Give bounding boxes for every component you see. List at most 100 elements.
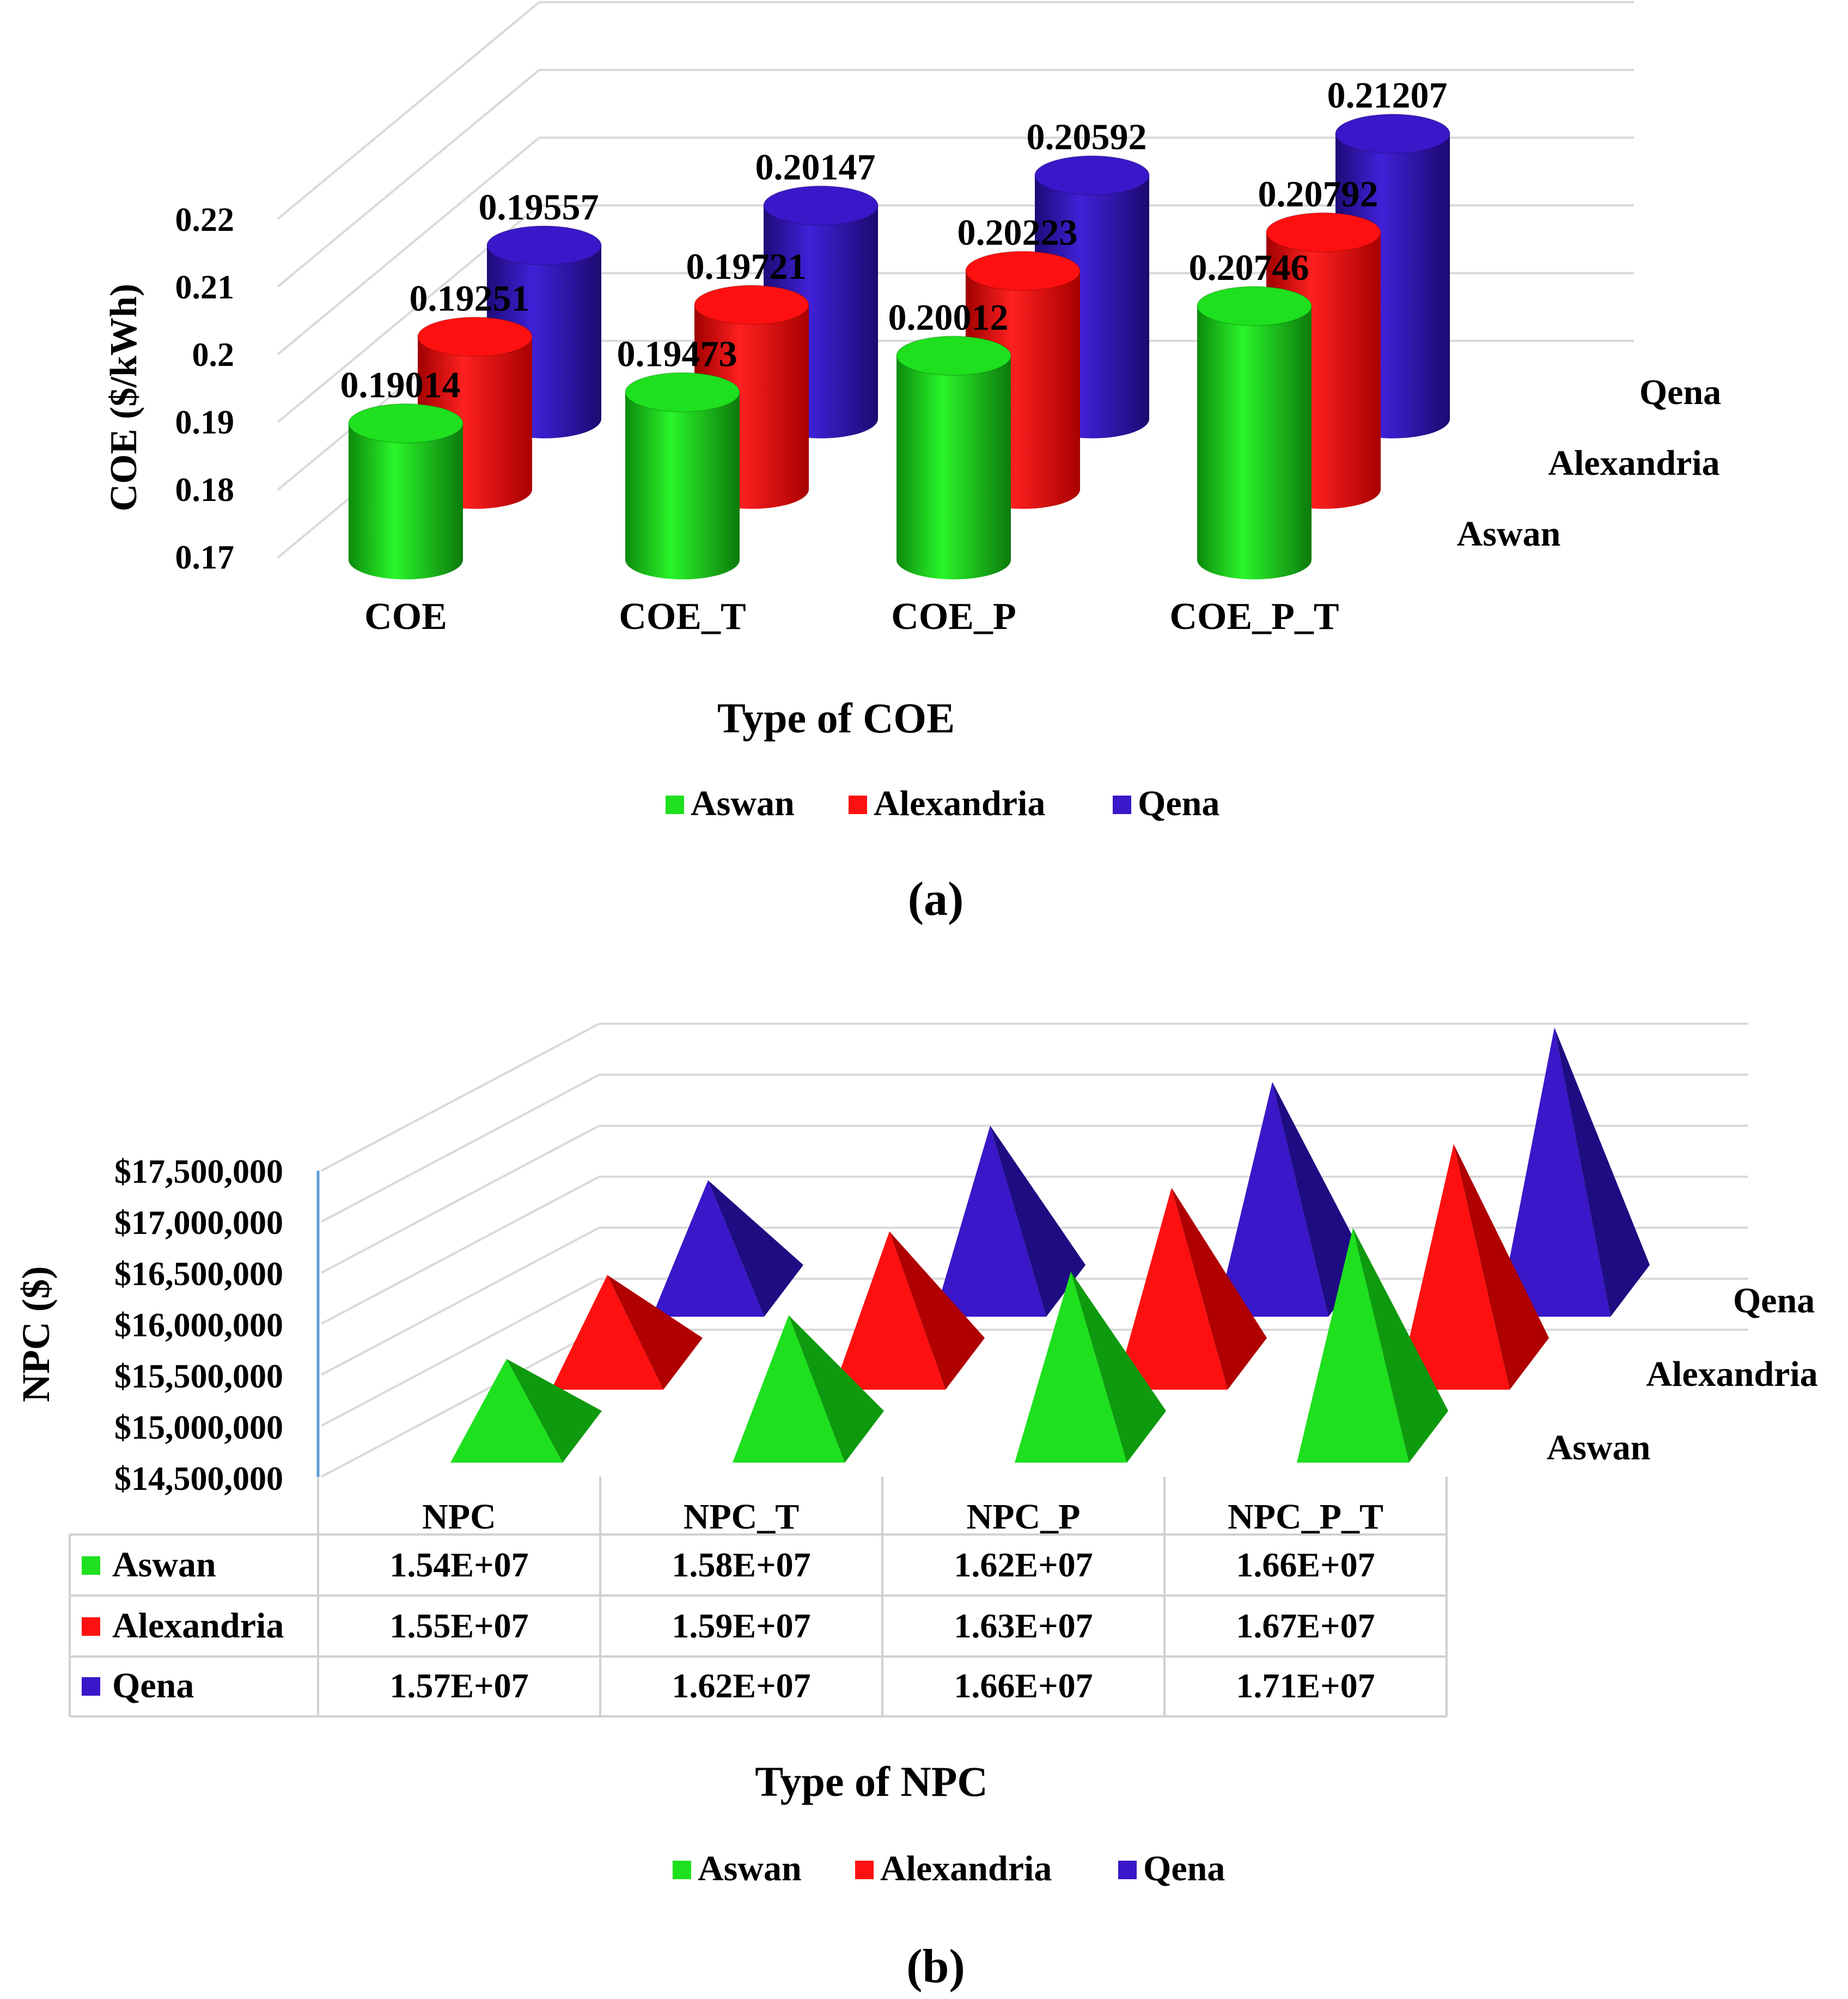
pyramid-front-face bbox=[833, 1231, 946, 1390]
cylinder-top bbox=[694, 285, 809, 326]
table-cell: 1.57E+07 bbox=[389, 1666, 528, 1705]
cylinder-top bbox=[486, 225, 602, 266]
chart-a-y-tick: 0.18 bbox=[175, 472, 235, 509]
legend-a-label-qena: Qena bbox=[1138, 784, 1219, 823]
pyramid-front-face bbox=[1398, 1144, 1510, 1390]
pyramid-front-face bbox=[652, 1180, 764, 1317]
pyramid-side-face bbox=[1172, 1188, 1267, 1390]
chart-a-y-axis-title: COE ($/kWh) bbox=[103, 284, 145, 511]
table-header: NPC_T bbox=[684, 1497, 800, 1537]
chart-a-x-ticks: COE COE_T COE_P COE_P_T bbox=[364, 596, 1339, 638]
table-cell: 1.58E+07 bbox=[672, 1545, 810, 1584]
data-label-aswan: 0.19473 bbox=[617, 333, 737, 374]
chart-a-y-tick: 0.17 bbox=[175, 539, 235, 576]
cylinder-body bbox=[1197, 305, 1312, 579]
chart-a-x-tick: COE_T bbox=[619, 596, 746, 638]
pyramid-qena bbox=[652, 1180, 803, 1317]
chart-a-y-tick: 0.22 bbox=[175, 201, 235, 239]
cylinder-aswan bbox=[348, 403, 463, 579]
data-label-qena: 0.20592 bbox=[1027, 116, 1147, 157]
table-row-label: Alexandria bbox=[112, 1606, 284, 1646]
table-cell: 1.62E+07 bbox=[954, 1545, 1093, 1584]
data-label-alexandria: 0.20223 bbox=[957, 212, 1078, 253]
chart-b-y-tick: $17,000,000 bbox=[114, 1205, 283, 1242]
chart-a-depth-labels: Qena Alexandria Aswan bbox=[1457, 372, 1722, 554]
pyramid-alexandria bbox=[1398, 1144, 1549, 1390]
table-header: NPC bbox=[422, 1497, 496, 1537]
pyramid-front-face bbox=[934, 1126, 1046, 1317]
data-label-qena: 0.19557 bbox=[479, 186, 599, 228]
pyramid-side-face bbox=[607, 1275, 703, 1390]
table-row-key-aswan bbox=[82, 1556, 100, 1575]
data-label-alexandria: 0.20792 bbox=[1258, 173, 1379, 215]
pyramid-qena bbox=[1498, 1027, 1650, 1317]
legend-b-label-qena: Qena bbox=[1143, 1849, 1225, 1888]
cylinder-body bbox=[625, 392, 740, 579]
chart-b-depth-label: Qena bbox=[1733, 1281, 1815, 1321]
cylinder-top bbox=[1034, 155, 1150, 196]
chart-b-depth-label: Alexandria bbox=[1646, 1354, 1817, 1394]
table-row-key-alexandria bbox=[82, 1617, 100, 1636]
pyramid-side-face bbox=[789, 1315, 884, 1463]
pyramid-side-face bbox=[1554, 1027, 1650, 1317]
cylinder-top bbox=[625, 372, 740, 413]
cylinder-top bbox=[965, 250, 1081, 291]
pyramid-aswan bbox=[733, 1315, 884, 1463]
chart-b-y-tick: $16,500,000 bbox=[114, 1256, 283, 1293]
chart-a-x-tick: COE_P bbox=[891, 596, 1016, 638]
cylinder-body bbox=[349, 423, 463, 579]
chart-a-x-tick: COE_P_T bbox=[1169, 596, 1339, 638]
data-label-qena: 0.20147 bbox=[755, 146, 876, 188]
cylinder-top bbox=[896, 335, 1011, 376]
chart-a-depth-label: Aswan bbox=[1457, 514, 1561, 554]
panel-a: 0.17 0.18 0.19 0.2 0.21 0.22 COE ($/kWh)… bbox=[103, 1, 1722, 926]
cylinder-aswan bbox=[1197, 285, 1312, 579]
gridline-depth bbox=[321, 1277, 600, 1427]
pyramid-side-face bbox=[990, 1126, 1085, 1317]
chart-b-x-axis-title: Type of NPC bbox=[755, 1758, 988, 1805]
chart-b-y-ticks: $14,500,000 $15,000,000 $15,500,000 $16,… bbox=[114, 1153, 283, 1497]
gridline-depth bbox=[321, 1124, 600, 1274]
data-label-aswan: 0.19014 bbox=[340, 364, 461, 405]
gridline-depth bbox=[321, 1176, 600, 1325]
pyramid-side-face bbox=[1071, 1271, 1166, 1463]
pyramid-alexandria bbox=[551, 1275, 703, 1390]
cylinder-aswan bbox=[625, 372, 740, 579]
data-label-alexandria: 0.19721 bbox=[686, 246, 807, 287]
gridline-depth bbox=[277, 1, 540, 220]
gridline-depth bbox=[277, 69, 540, 288]
table-cell: 1.59E+07 bbox=[672, 1606, 810, 1645]
cylinder-top bbox=[1197, 285, 1312, 326]
cylinder-top bbox=[763, 185, 879, 226]
gridline-depth bbox=[277, 137, 540, 356]
gridline-depth bbox=[321, 1073, 600, 1223]
pyramid-aswan bbox=[450, 1359, 602, 1463]
cylinder-top bbox=[348, 403, 463, 444]
table-cell: 1.66E+07 bbox=[1236, 1545, 1375, 1584]
gridline-depth bbox=[321, 1329, 600, 1478]
pyramid-side-face bbox=[1272, 1082, 1368, 1317]
chart-b-y-tick: $17,500,000 bbox=[114, 1153, 283, 1190]
pyramid-side-face bbox=[708, 1180, 803, 1317]
pyramid-alexandria bbox=[1115, 1188, 1267, 1390]
chart-a-y-ticks: 0.17 0.18 0.19 0.2 0.21 0.22 bbox=[175, 201, 235, 576]
legend-a-swatch-qena bbox=[1113, 796, 1131, 814]
legend-b-swatch-qena bbox=[1118, 1861, 1137, 1879]
table-cell: 1.71E+07 bbox=[1236, 1666, 1375, 1705]
pyramid-qena bbox=[934, 1126, 1085, 1317]
chart-b-depth-labels: Qena Alexandria Aswan bbox=[1547, 1281, 1818, 1468]
legend-b-label-aswan: Aswan bbox=[698, 1849, 802, 1888]
table-row-label: Aswan bbox=[112, 1545, 216, 1585]
chart-b-y-tick: $16,000,000 bbox=[114, 1307, 283, 1344]
cylinder-top bbox=[1335, 113, 1450, 154]
chart-b-data-table: NPC NPC_T NPC_P NPC_P_T Aswan Alexandria… bbox=[69, 1477, 1448, 1717]
chart-a-legend: Aswan Alexandria Qena bbox=[666, 784, 1219, 823]
chart-b-y-tick: $15,500,000 bbox=[114, 1358, 283, 1395]
legend-a-swatch-aswan bbox=[666, 796, 684, 814]
cylinder-body bbox=[896, 356, 1011, 579]
legend-b-swatch-aswan bbox=[673, 1861, 691, 1879]
data-label-aswan: 0.20012 bbox=[888, 296, 1009, 338]
pyramid-front-face bbox=[1216, 1082, 1328, 1317]
chart-a-bars bbox=[348, 113, 1450, 579]
cylinder-top bbox=[417, 316, 533, 357]
